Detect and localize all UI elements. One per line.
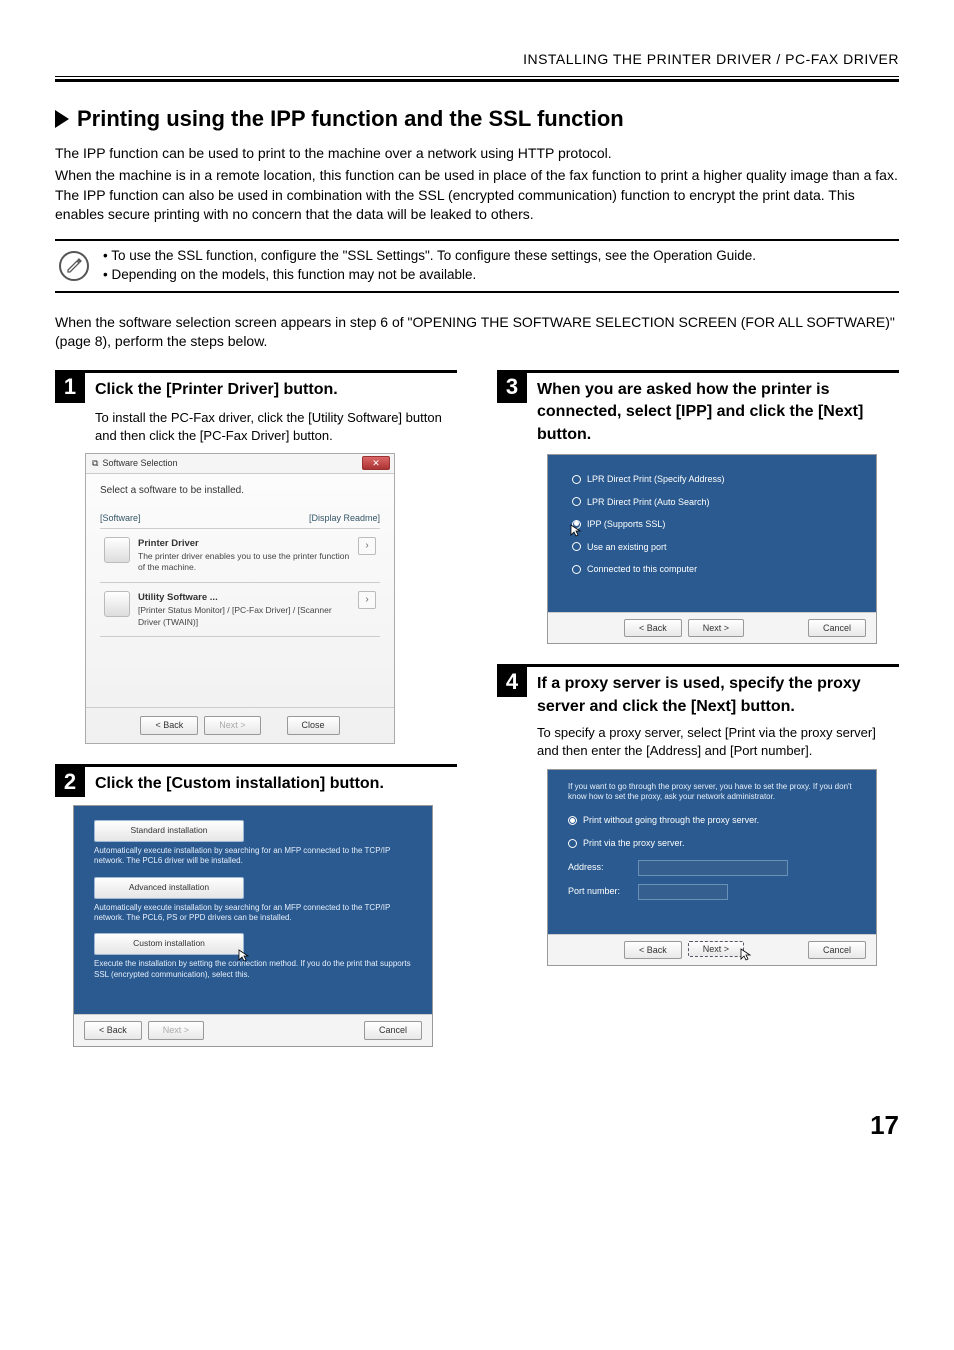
- port-row: Port number:: [568, 884, 856, 900]
- printer-icon: [104, 537, 130, 563]
- intro-p1: The IPP function can be used to print to…: [55, 144, 899, 164]
- port-input[interactable]: [638, 884, 728, 900]
- back-button[interactable]: < Back: [84, 1021, 142, 1040]
- close-icon[interactable]: ✕: [362, 456, 390, 470]
- display-readme-link[interactable]: [Display Readme]: [309, 512, 380, 525]
- when-text: When the software selection screen appea…: [55, 313, 899, 352]
- step-3-title: When you are asked how the printer is co…: [537, 377, 899, 446]
- step-3-number: 3: [497, 373, 527, 403]
- cursor-icon: [740, 948, 750, 960]
- section-title: Printing using the IPP function and the …: [55, 104, 899, 135]
- step-4-title: If a proxy server is used, specify the p…: [537, 671, 899, 718]
- step-4-head: 4 If a proxy server is used, specify the…: [497, 664, 899, 718]
- utility-icon: [104, 591, 130, 617]
- step-3-head: 3 When you are asked how the printer is …: [497, 370, 899, 446]
- section-title-text: Printing using the IPP function and the …: [77, 104, 624, 135]
- step-2-number: 2: [55, 767, 85, 797]
- app-icon: ⧉: [92, 457, 98, 470]
- next-button[interactable]: Next >: [688, 619, 744, 638]
- close-button[interactable]: Close: [287, 716, 340, 735]
- advanced-installation-button[interactable]: Advanced installation: [94, 877, 244, 899]
- software-link[interactable]: [Software]: [100, 512, 141, 525]
- item-name: Utility Software ...: [138, 592, 218, 603]
- port-label: Port number:: [568, 885, 628, 898]
- cancel-button[interactable]: Cancel: [808, 941, 866, 960]
- option-desc: Automatically execute installation by se…: [94, 903, 412, 924]
- step-1-number: 1: [55, 373, 85, 403]
- radio-existing-port[interactable]: Use an existing port: [572, 541, 852, 554]
- next-button[interactable]: Next >: [688, 941, 744, 957]
- item-desc: [Printer Status Monitor] / [PC-Fax Drive…: [138, 605, 350, 629]
- radio-without-proxy[interactable]: Print without going through the proxy se…: [568, 814, 856, 827]
- back-button[interactable]: < Back: [140, 716, 198, 735]
- step-1-body: To install the PC-Fax driver, click the …: [95, 409, 457, 445]
- back-button[interactable]: < Back: [624, 941, 682, 960]
- software-selection-dialog: ⧉ Software Selection ✕ Select a software…: [85, 453, 395, 744]
- cancel-button[interactable]: Cancel: [808, 619, 866, 638]
- custom-installation-button[interactable]: Custom installation: [94, 933, 244, 955]
- note-box: • To use the SSL function, configure the…: [55, 239, 899, 293]
- proxy-dialog: If you want to go through the proxy serv…: [547, 769, 877, 967]
- cancel-button[interactable]: Cancel: [364, 1021, 422, 1040]
- step-2-head: 2 Click the [Custom installation] button…: [55, 764, 457, 797]
- back-button[interactable]: < Back: [624, 619, 682, 638]
- note-item: • Depending on the models, this function…: [103, 266, 756, 285]
- printer-driver-row[interactable]: Printer Driver The printer driver enable…: [100, 528, 380, 582]
- connection-type-dialog: LPR Direct Print (Specify Address) LPR D…: [547, 454, 877, 645]
- header-breadcrumb: INSTALLING THE PRINTER DRIVER / PC-FAX D…: [55, 50, 899, 76]
- dialog-title: Software Selection: [102, 457, 177, 470]
- installation-type-dialog: Standard installation Automatically exec…: [73, 805, 433, 1047]
- option-desc: Automatically execute installation by se…: [94, 846, 412, 867]
- dialog-heading: Select a software to be installed.: [100, 484, 380, 498]
- item-desc: The printer driver enables you to use th…: [138, 551, 350, 575]
- radio-via-proxy[interactable]: Print via the proxy server.: [568, 837, 856, 850]
- radio-lpr-specify[interactable]: LPR Direct Print (Specify Address): [572, 473, 852, 486]
- step-1-title: Click the [Printer Driver] button.: [95, 377, 338, 401]
- page-number: 17: [55, 1107, 899, 1143]
- cursor-icon: [570, 524, 580, 536]
- option-desc: Execute the installation by setting the …: [94, 959, 412, 980]
- next-button[interactable]: Next >: [148, 1021, 204, 1040]
- cursor-icon: [238, 949, 248, 961]
- step-4-number: 4: [497, 667, 527, 697]
- arrow-icon[interactable]: ›: [358, 537, 376, 555]
- address-input[interactable]: [638, 860, 788, 876]
- note-item: • To use the SSL function, configure the…: [103, 247, 756, 266]
- step-1-head: 1 Click the [Printer Driver] button.: [55, 370, 457, 403]
- intro-p2: When the machine is in a remote location…: [55, 166, 899, 225]
- item-name: Printer Driver: [138, 538, 199, 549]
- triangle-icon: [55, 110, 69, 128]
- radio-lpr-auto[interactable]: LPR Direct Print (Auto Search): [572, 496, 852, 509]
- radio-connected-computer[interactable]: Connected to this computer: [572, 563, 852, 576]
- proxy-hint: If you want to go through the proxy serv…: [568, 782, 856, 803]
- pencil-icon: [59, 251, 89, 281]
- next-button[interactable]: Next >: [204, 716, 260, 735]
- arrow-icon[interactable]: ›: [358, 591, 376, 609]
- utility-software-row[interactable]: Utility Software ... [Printer Status Mon…: [100, 582, 380, 637]
- note-list: • To use the SSL function, configure the…: [103, 247, 756, 285]
- address-row: Address:: [568, 860, 856, 876]
- standard-installation-button[interactable]: Standard installation: [94, 820, 244, 842]
- dialog-titlebar: ⧉ Software Selection ✕: [86, 454, 394, 474]
- step-2-title: Click the [Custom installation] button.: [95, 771, 384, 795]
- header-rule: [55, 76, 899, 82]
- step-4-body: To specify a proxy server, select [Print…: [537, 724, 899, 760]
- radio-ipp[interactable]: IPP (Supports SSL): [572, 518, 852, 531]
- address-label: Address:: [568, 861, 628, 874]
